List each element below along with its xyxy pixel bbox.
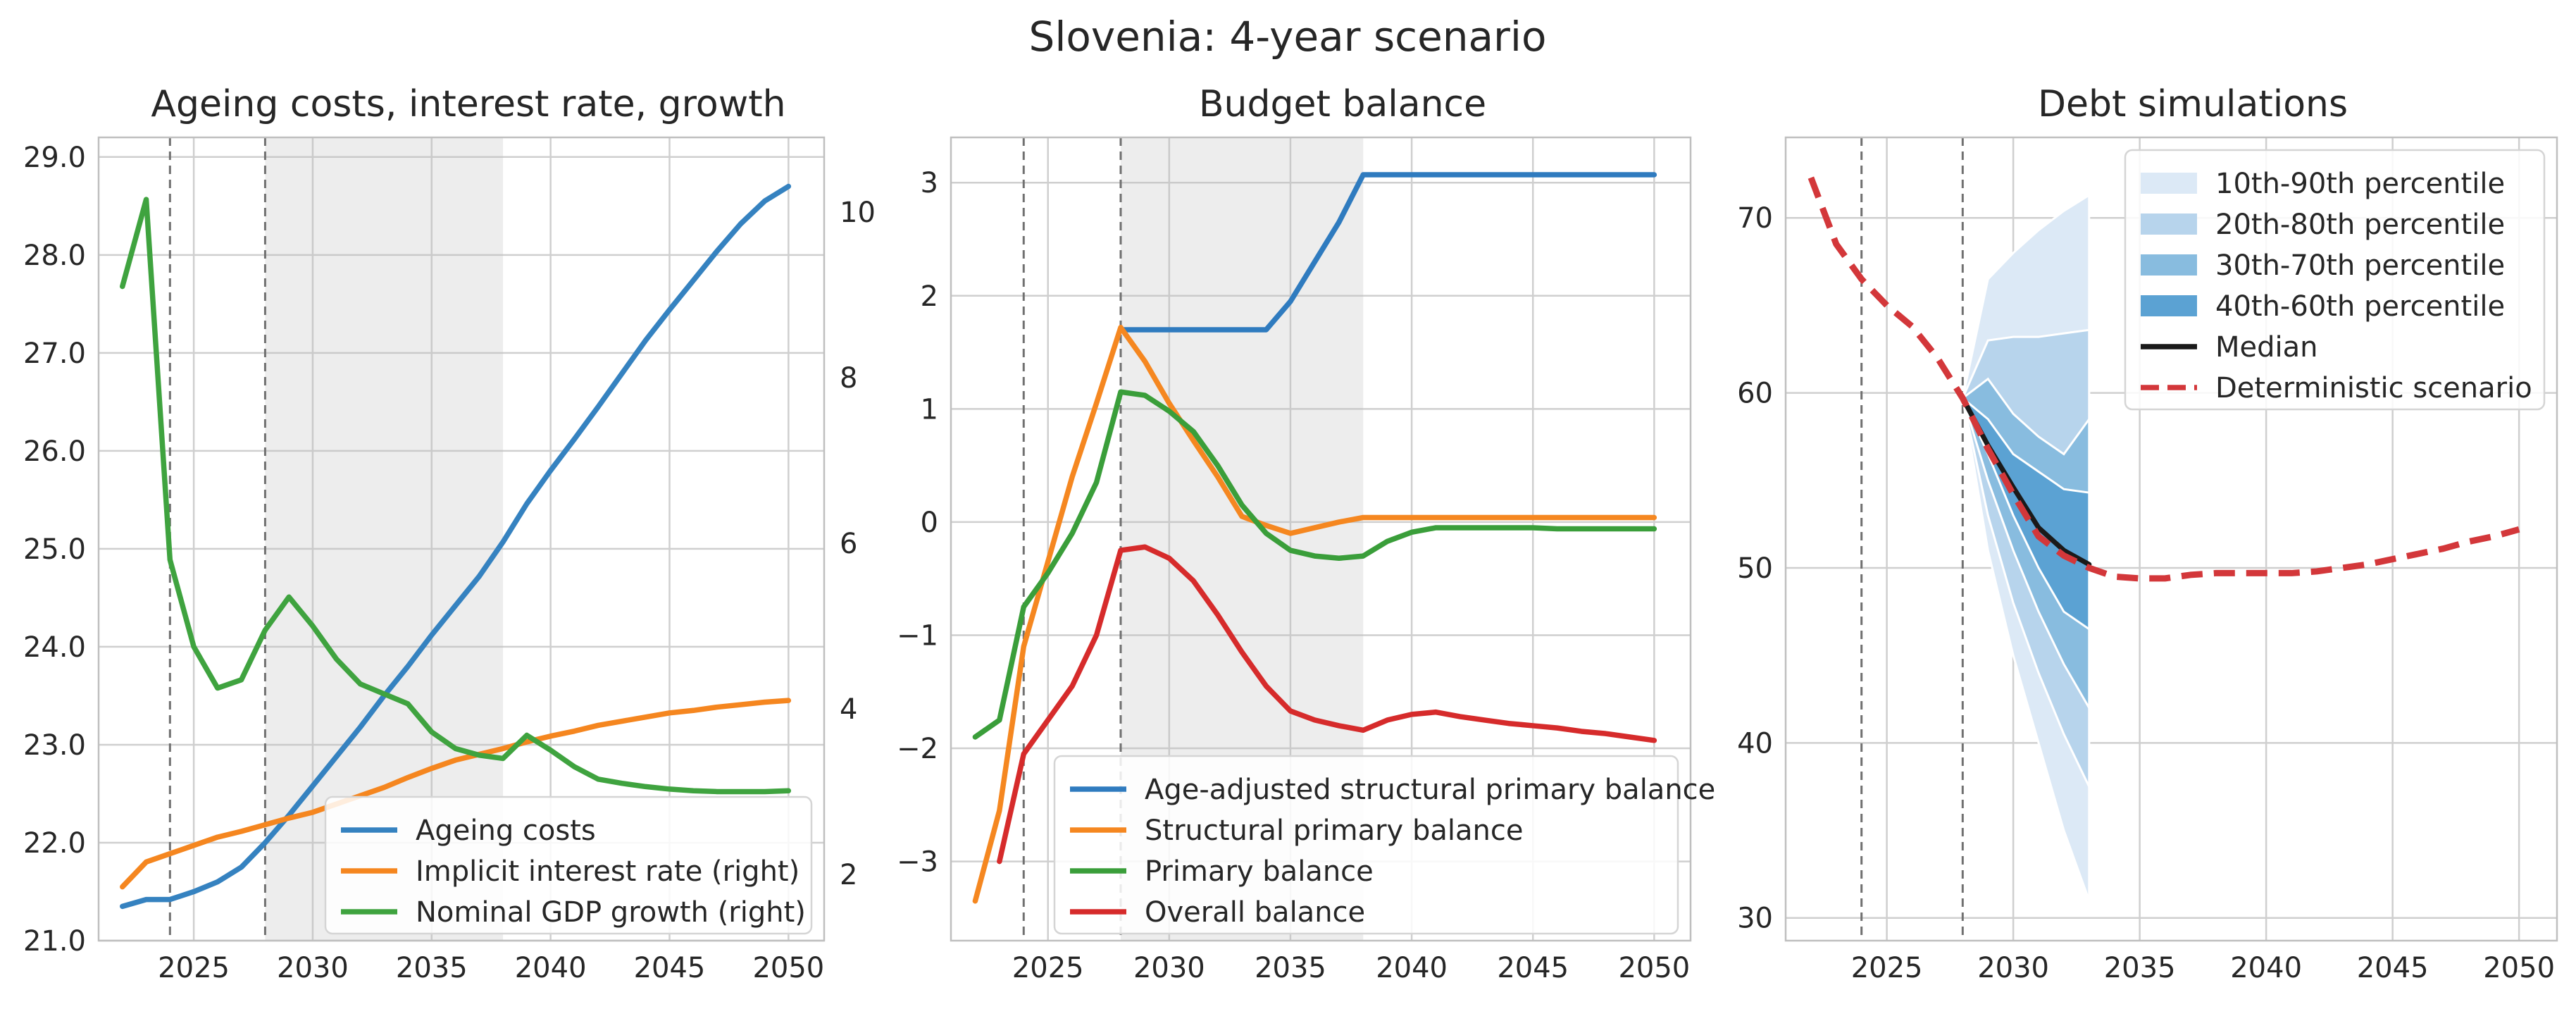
- legend-label: Median: [2215, 331, 2318, 364]
- series-line: [1118, 172, 1657, 333]
- y-tick-label: 27.0: [23, 338, 86, 370]
- y-tick-label: 70: [1737, 202, 1773, 235]
- y-tick-label: 29.0: [23, 142, 86, 174]
- y-tick-label: 26.0: [23, 435, 86, 468]
- y2-tick-label: 2: [840, 859, 857, 891]
- x-tick-label: 2040: [1376, 952, 1448, 984]
- panel-budget-title: Budget balance: [1199, 83, 1486, 125]
- y-tick-label: −2: [897, 733, 938, 765]
- series-line: [1960, 395, 2092, 567]
- x-tick-label: 2030: [1977, 952, 2049, 984]
- legend: Age-adjusted structural primary balance S…: [1053, 755, 1715, 935]
- axes-frame: [97, 136, 826, 942]
- legend-swatch: [2141, 254, 2197, 276]
- y-tick-label: 30: [1737, 903, 1773, 935]
- legend-frame: [324, 796, 813, 935]
- legend-label: Deterministic scenario: [2215, 372, 2532, 404]
- y-tick-label: −3: [897, 846, 938, 879]
- x-tick-label: 2045: [1497, 952, 1569, 984]
- series-line: [120, 183, 792, 910]
- legend-swatch: [2141, 173, 2197, 194]
- legend-frame: [2124, 149, 2546, 411]
- panel-ageing-title: Ageing costs, interest rate, growth: [151, 83, 785, 125]
- axes-frame: [1784, 136, 2558, 942]
- x-tick-label: 2025: [1012, 952, 1084, 984]
- legend-label: Nominal GDP growth (right): [416, 896, 806, 929]
- legend-label: Implicit interest rate (right): [416, 855, 799, 888]
- y-tick-label: 23.0: [23, 729, 86, 762]
- panel-ageing: Ageing costs, interest rate, growth 2025…: [23, 83, 876, 984]
- x-tick-label: 2030: [1133, 952, 1205, 984]
- x-tick-label: 2050: [1618, 952, 1690, 984]
- panel-debt: Debt simulations 2025 2030 2035 2040 2045 205…: [1737, 83, 2558, 984]
- y-tick-label: 60: [1737, 378, 1773, 410]
- legend-swatch: [2141, 213, 2197, 235]
- x-tick-label: 2030: [277, 952, 349, 984]
- y-tick-label: 1: [921, 393, 938, 426]
- x-tick-label: 2045: [2357, 952, 2429, 984]
- y2-tick-label: 4: [840, 693, 857, 726]
- legend-swatch: [2141, 295, 2197, 316]
- legend-label: Structural primary balance: [1145, 815, 1523, 847]
- legend-label: 20th-80th percentile: [2215, 209, 2505, 241]
- y-tick-label: −1: [897, 619, 938, 652]
- series-line: [120, 197, 792, 795]
- y-tick-label: 21.0: [23, 925, 86, 958]
- legend-label: 10th-90th percentile: [2215, 168, 2505, 200]
- legend: Ageing costs Implicit interest rate (righ…: [324, 796, 813, 935]
- x-tick-label: 2035: [1255, 952, 1326, 984]
- legend-label: 30th-70th percentile: [2215, 249, 2505, 282]
- x-tick-label: 2040: [2230, 952, 2302, 984]
- panel-budget: Budget balance 2025 2030 2035 2040 2045 2050 −…: [897, 83, 1715, 984]
- y-tick-label: 2: [921, 280, 938, 313]
- panel-debt-title: Debt simulations: [2038, 83, 2348, 125]
- y-tick-label: 25.0: [23, 533, 86, 566]
- legend: 10th-90th percentile 20th-80th percentile…: [2124, 149, 2546, 411]
- y2-tick-label: 8: [840, 362, 857, 395]
- y-tick-label: 40: [1737, 727, 1773, 760]
- x-tick-label: 2040: [515, 952, 587, 984]
- axes-frame: [950, 136, 1692, 942]
- series-line: [997, 544, 1657, 865]
- y-tick-label: 22.0: [23, 827, 86, 860]
- y-tick-label: 28.0: [23, 240, 86, 272]
- legend-label: Ageing costs: [416, 815, 596, 847]
- series-line: [972, 389, 1657, 740]
- legend-frame: [1053, 755, 1679, 935]
- legend-label: Age-adjusted structural primary balance: [1145, 774, 1715, 806]
- legend-label: Primary balance: [1145, 855, 1374, 888]
- y-tick-label: 24.0: [23, 631, 86, 664]
- series-line: [120, 698, 792, 890]
- legend-label: Overall balance: [1145, 896, 1365, 929]
- x-tick-label: 2050: [2483, 952, 2555, 984]
- figure-title: Slovenia: 4-year scenario: [1029, 13, 1547, 61]
- x-tick-label: 2025: [1851, 952, 1923, 984]
- x-tick-label: 2035: [396, 952, 468, 984]
- y2-tick-label: 6: [840, 528, 857, 560]
- legend-label: 40th-60th percentile: [2215, 290, 2505, 323]
- series-line: [972, 324, 1657, 904]
- series-line: [1807, 176, 2520, 582]
- x-tick-label: 2050: [752, 952, 824, 984]
- y-tick-label: 0: [921, 507, 938, 539]
- y-tick-label: 3: [921, 167, 938, 199]
- y2-tick-label: 10: [840, 197, 876, 229]
- x-tick-label: 2045: [634, 952, 706, 984]
- x-tick-label: 2035: [2104, 952, 2176, 984]
- x-tick-label: 2025: [158, 952, 230, 984]
- y-tick-label: 50: [1737, 552, 1773, 585]
